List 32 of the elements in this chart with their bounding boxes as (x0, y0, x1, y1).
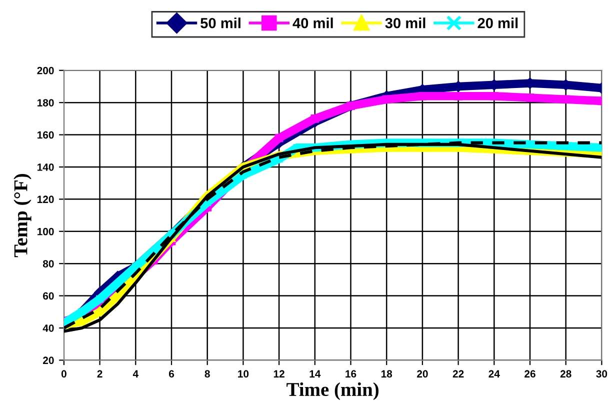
y-tick-label: 20 (43, 356, 54, 364)
x-tick-label: 28 (560, 370, 572, 378)
x-tick-label: 8 (204, 370, 210, 378)
x-tick-label: 4 (132, 370, 138, 378)
y-tick-label: 120 (38, 196, 54, 204)
y-tick-label: 160 (38, 131, 54, 139)
y-tick-label: 60 (43, 292, 54, 300)
y-tick-label: 200 (37, 66, 54, 74)
y-tick-label: 40 (42, 324, 54, 332)
x-tick-label: 12 (274, 370, 284, 378)
x-tick-label: 24 (488, 370, 500, 378)
y-tick-label: 100 (38, 228, 54, 236)
x-tick-label: 0 (61, 370, 66, 378)
x-tick-label: 6 (168, 370, 174, 378)
y-tick-label: 140 (38, 163, 54, 171)
legend-label: 20 mil (478, 18, 518, 28)
y-tick-label: 180 (38, 99, 54, 106)
x-tick-label: 30 (596, 370, 608, 378)
legend-label: 40 mil (292, 18, 333, 28)
x-tick-label: 14 (310, 370, 321, 378)
x-tick-label: 16 (346, 370, 356, 378)
legend-label: 50 mil (200, 18, 240, 28)
x-tick-label: 20 (417, 370, 428, 378)
x-tick-label: 2 (97, 370, 102, 378)
y-tick-label: 80 (42, 260, 54, 268)
legend-label: 30 mil (385, 18, 426, 28)
x-tick-label: 26 (524, 370, 536, 378)
x-axis-title: Time (min) (286, 382, 379, 400)
y-axis-title: Temp (°F) (14, 174, 32, 258)
x-tick-label: 18 (381, 370, 392, 378)
x-tick-label: 22 (452, 370, 464, 378)
x-tick-label: 10 (238, 370, 249, 378)
